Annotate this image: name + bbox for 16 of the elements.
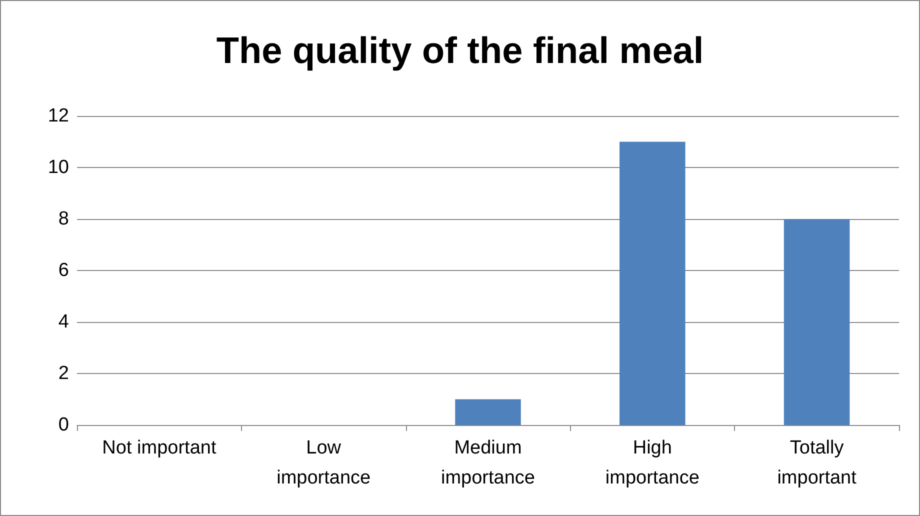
y-tick-label: 4	[58, 312, 70, 332]
y-tick-label: 8	[58, 208, 69, 230]
bar	[620, 142, 686, 425]
x-tick-label: High importance	[605, 438, 700, 488]
chart-title: The quality of the final meal	[216, 30, 704, 71]
x-tick-label: Totally important	[777, 438, 858, 488]
y-tick-label: 6	[58, 260, 69, 281]
bar	[455, 399, 521, 425]
x-tick-label: Low importance	[276, 438, 371, 488]
bar	[784, 219, 850, 425]
y-tick-label: 0	[58, 414, 69, 436]
y-tick-label: 2	[58, 363, 69, 384]
y-tick-label: 12	[48, 106, 69, 126]
x-tick-label: Not important	[102, 438, 217, 458]
x-tick-label: Medium importance	[441, 438, 535, 488]
y-tick-label: 10	[48, 157, 69, 178]
